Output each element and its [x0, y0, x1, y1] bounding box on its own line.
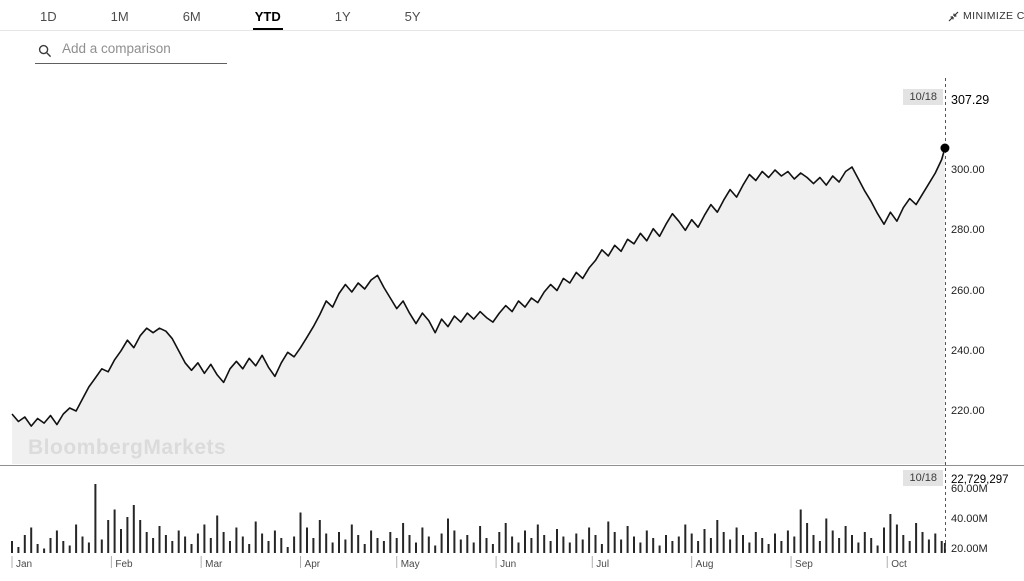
x-axis-month-label: Jul [596, 559, 610, 570]
price-axis-label: 260.00 [951, 284, 985, 297]
crosshair-date-badge-price: 10/18 [903, 89, 943, 105]
comparison-search [35, 40, 227, 64]
minimize-chart-icon [948, 11, 959, 21]
x-axis-month-label: Apr [304, 559, 321, 570]
price-axis-label: 240.00 [951, 344, 985, 357]
accent-bar [8, 4, 13, 433]
tab-1m[interactable]: 1M [110, 9, 129, 24]
panel-divider [0, 465, 1024, 466]
search-icon [38, 44, 52, 58]
x-axis-month-label: Oct [891, 559, 907, 570]
volume-axis-label: 40.00M [951, 513, 988, 525]
price-axis-label: 280.00 [951, 224, 985, 237]
crosshair-volume-value: 22,729,297 [951, 474, 1009, 486]
tab-6m[interactable]: 6M [182, 9, 201, 24]
volume-axis-label: 20.00M [951, 543, 988, 555]
x-axis-month-label: Jun [500, 559, 517, 570]
tab-1d[interactable]: 1D [40, 9, 57, 24]
range-tab-bar: 1D 1M 6M YTD 1Y 5Y [0, 0, 1024, 31]
watermark: BloombergMarkets [28, 436, 227, 459]
x-axis-month-label: Aug [695, 559, 714, 570]
x-axis-month-label: Mar [205, 559, 223, 570]
volume-axis-label: 60.00M [951, 483, 988, 495]
minimize-chart-label: MINIMIZE C [963, 10, 1024, 22]
x-axis-month-label: May [400, 559, 420, 570]
x-axis-month-label: Sep [795, 559, 813, 570]
tab-1y[interactable]: 1Y [334, 9, 351, 24]
x-axis-month-label: Jan [16, 559, 33, 570]
x-axis-month-label: Feb [115, 559, 133, 570]
crosshair-price-value: 307.29 [951, 93, 990, 107]
comparison-input[interactable] [35, 40, 224, 57]
crosshair-date-badge-volume: 10/18 [903, 470, 943, 486]
price-axis-label: 220.00 [951, 405, 985, 417]
tab-ytd[interactable]: YTD [252, 0, 283, 30]
price-axis-label: 300.00 [951, 164, 985, 176]
tab-5y[interactable]: 5Y [404, 9, 421, 24]
minimize-chart-button[interactable]: MINIMIZE C [948, 10, 1024, 22]
